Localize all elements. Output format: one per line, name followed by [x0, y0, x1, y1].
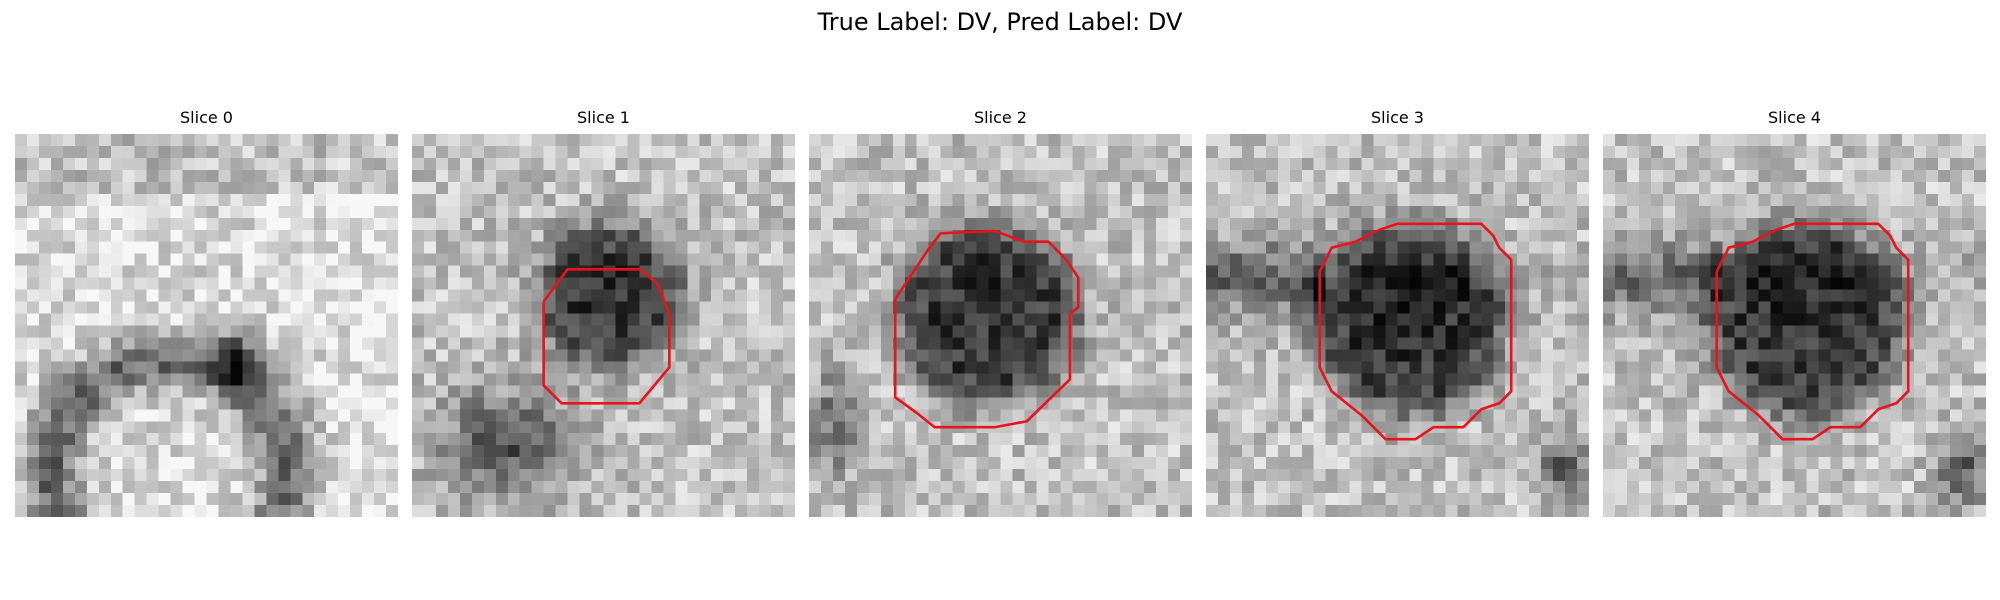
slice-title-4: Slice 4 — [1768, 108, 1821, 127]
slice-panel-3: Slice 3 — [1206, 108, 1589, 518]
pixel-grid — [1603, 134, 1986, 517]
slice-image-1 — [412, 134, 795, 517]
pixel-grid — [15, 134, 398, 517]
slice-image-4 — [1603, 134, 1986, 517]
slice-image-0 — [15, 134, 398, 517]
pixel-grid — [809, 134, 1192, 517]
figure-title: True Label: DV, Pred Label: DV — [817, 8, 1183, 36]
slice-title-3: Slice 3 — [1371, 108, 1424, 127]
segmentation-contour — [542, 267, 671, 405]
slice-title-0: Slice 0 — [180, 108, 233, 127]
slice-panel-1: Slice 1 — [412, 108, 795, 518]
pixel-grid — [412, 134, 795, 517]
slice-image-2 — [809, 134, 1192, 517]
slice-image-3 — [1206, 134, 1589, 517]
segmentation-contour — [893, 229, 1080, 429]
slice-title-1: Slice 1 — [577, 108, 630, 127]
slice-panel-4: Slice 4 — [1603, 108, 1986, 518]
segmentation-contour — [1318, 222, 1513, 441]
pixel-grid — [1206, 134, 1589, 517]
segmentation-contour — [1715, 222, 1910, 441]
slice-panel-2: Slice 2 — [809, 108, 1192, 518]
slice-title-2: Slice 2 — [974, 108, 1027, 127]
slice-panel-0: Slice 0 — [15, 108, 398, 518]
